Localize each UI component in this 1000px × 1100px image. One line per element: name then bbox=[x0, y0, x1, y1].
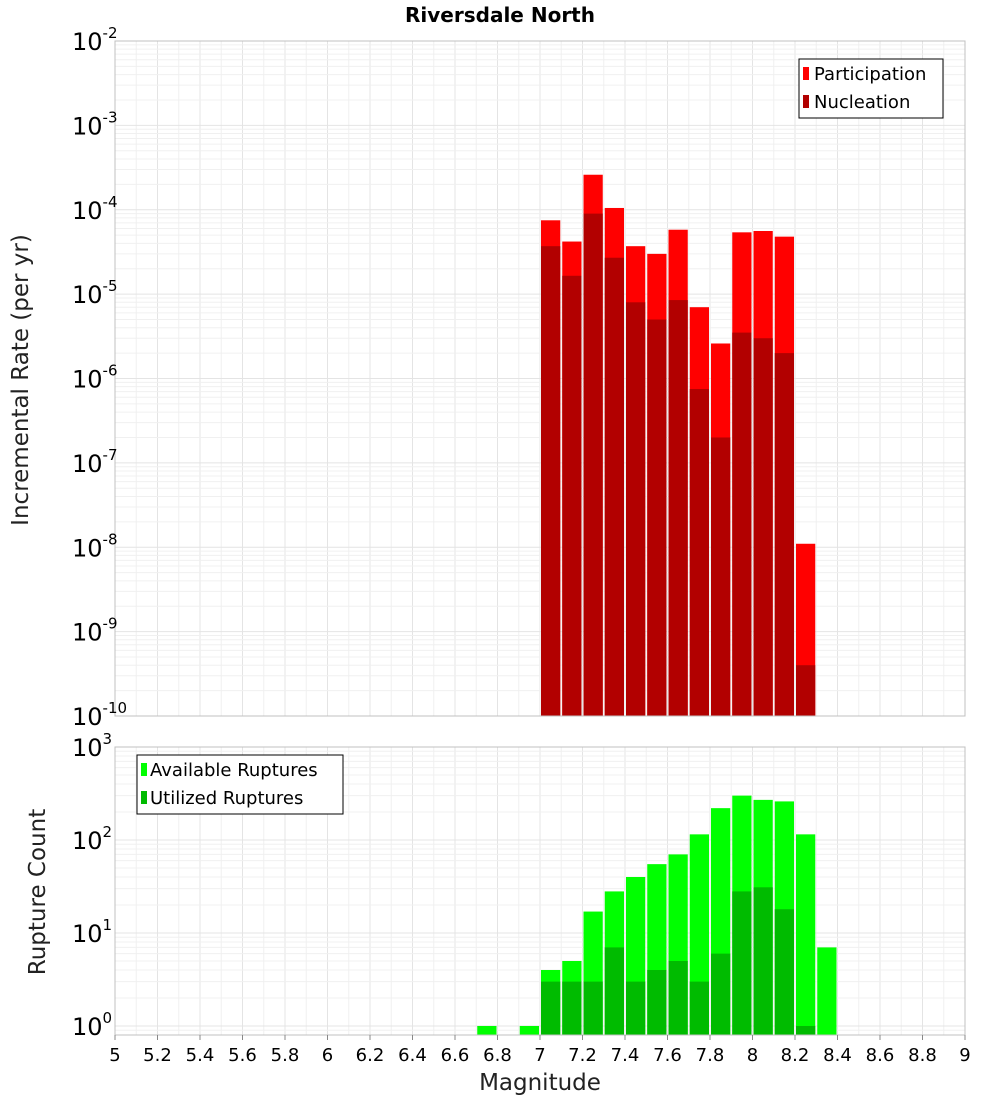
rate-bar-series2 bbox=[626, 302, 646, 716]
count-bar-series2 bbox=[753, 887, 773, 1035]
x-tick-label: 6.8 bbox=[483, 1045, 512, 1066]
rate-legend-box bbox=[798, 58, 944, 119]
utilized-legend-label: Utilized Ruptures bbox=[150, 788, 303, 809]
rate-ytick-label: 10-8 bbox=[72, 530, 118, 562]
x-tick-label: 7.4 bbox=[611, 1045, 640, 1066]
count-bar-series2 bbox=[732, 891, 752, 1035]
count-bar-series1 bbox=[817, 947, 837, 1035]
rate-bar-series2 bbox=[541, 246, 561, 716]
rate-y-axis-ticks: 10-10 10-9 10-8 10-7 10-6 10-5 10-4 10-3 10-2 bbox=[72, 24, 127, 731]
rate-ytick-label: 10-7 bbox=[72, 446, 118, 478]
x-tick-label: 8.6 bbox=[866, 1045, 895, 1066]
count-ytick-label: 100 bbox=[72, 1009, 112, 1041]
rate-bar-series2 bbox=[796, 665, 816, 716]
count-bar-series2 bbox=[689, 981, 709, 1035]
rate-plot-grid bbox=[114, 40, 966, 717]
rate-bar-series2 bbox=[647, 319, 667, 716]
count-bar-series2 bbox=[647, 969, 667, 1035]
count-bar-series2 bbox=[562, 981, 582, 1035]
x-tick-label: 8.2 bbox=[781, 1045, 810, 1066]
count-bar-series1 bbox=[477, 1025, 497, 1035]
participation-legend-label: Participation bbox=[814, 64, 926, 85]
rate-ytick-label: 10-2 bbox=[72, 24, 118, 56]
available-legend-label: Available Ruptures bbox=[150, 760, 318, 781]
x-tick-label: 5.6 bbox=[228, 1045, 257, 1066]
count-bar-series1 bbox=[796, 834, 816, 1035]
rate-bar-series2 bbox=[583, 213, 603, 717]
rate-y-axis-label: Incremental Rate (per yr) bbox=[8, 234, 34, 526]
x-tick-label: 8.4 bbox=[823, 1045, 852, 1066]
x-tick-label: 6.4 bbox=[398, 1045, 427, 1066]
count-bar-series2 bbox=[774, 909, 794, 1035]
count-bar-series2 bbox=[796, 1025, 816, 1035]
nucleation-legend-label: Nucleation bbox=[814, 92, 910, 113]
count-ytick-label: 102 bbox=[72, 823, 112, 855]
rate-bar-series2 bbox=[604, 257, 624, 716]
count-legend: Available Ruptures Utilized Ruptures bbox=[136, 754, 344, 815]
nucleation-legend-swatch bbox=[803, 95, 809, 108]
x-axis-label: Magnitude bbox=[479, 1070, 601, 1096]
x-tick-label: 7 bbox=[534, 1045, 545, 1066]
count-bar-series2 bbox=[604, 947, 624, 1035]
rate-plot-frame bbox=[114, 40, 966, 717]
count-y-axis-ticks: 100 101 102 103 bbox=[72, 730, 112, 1041]
rate-ytick-label: 10-3 bbox=[72, 108, 118, 140]
count-bar-series2 bbox=[711, 953, 731, 1035]
count-plot-panel: 100 101 102 103 Rupture Count Available Rup… bbox=[25, 730, 966, 1041]
count-plot-bars bbox=[477, 795, 837, 1035]
count-bar-series2 bbox=[583, 981, 603, 1035]
x-tick-label: 7.2 bbox=[568, 1045, 597, 1066]
x-tick-label: 5.4 bbox=[186, 1045, 215, 1066]
rate-bar-series2 bbox=[774, 353, 794, 716]
x-tick-label: 7.6 bbox=[653, 1045, 682, 1066]
count-legend-box bbox=[136, 754, 344, 815]
rate-plot-panel: 10-10 10-9 10-8 10-7 10-6 10-5 10-4 10-3 10-2 In… bbox=[8, 24, 966, 731]
x-tick-label: 9 bbox=[959, 1045, 970, 1066]
rate-bar-series2 bbox=[711, 437, 731, 716]
x-axis-ticks: 5 5.2 5.4 5.6 5.8 6 6.2 6.4 6.6 6.8 7 7.2 7.4 7.6 7.8 8… bbox=[109, 1035, 971, 1066]
x-tick-label: 6.2 bbox=[356, 1045, 385, 1066]
count-ytick-label: 103 bbox=[72, 730, 112, 762]
available-legend-swatch bbox=[141, 763, 147, 776]
chart-title: Riversdale North bbox=[405, 3, 595, 27]
x-tick-label: 8 bbox=[747, 1045, 758, 1066]
rate-legend: Participation Nucleation bbox=[798, 58, 944, 119]
x-tick-label: 7.8 bbox=[696, 1045, 725, 1066]
rate-ytick-label: 10-6 bbox=[72, 362, 118, 394]
rate-bar-series2 bbox=[562, 275, 582, 716]
rate-bar-series2 bbox=[668, 300, 688, 716]
rate-bar-series2 bbox=[689, 389, 709, 716]
x-tick-label: 6.6 bbox=[441, 1045, 470, 1066]
rate-bar-series2 bbox=[753, 338, 773, 716]
rate-ytick-label: 10-5 bbox=[72, 277, 118, 309]
rate-bar-series2 bbox=[732, 332, 752, 716]
rate-ytick-label: 10-9 bbox=[72, 615, 118, 647]
count-ytick-label: 101 bbox=[72, 916, 112, 948]
count-bar-series2 bbox=[668, 960, 688, 1035]
x-tick-label: 8.8 bbox=[908, 1045, 937, 1066]
count-bar-series2 bbox=[541, 981, 561, 1035]
x-tick-label: 5 bbox=[109, 1045, 120, 1066]
participation-legend-swatch bbox=[803, 67, 809, 80]
rate-plot-bars bbox=[541, 174, 816, 717]
rate-ytick-label: 10-4 bbox=[72, 193, 118, 225]
x-tick-label: 6 bbox=[322, 1045, 333, 1066]
x-tick-label: 5.2 bbox=[143, 1045, 172, 1066]
count-y-axis-label: Rupture Count bbox=[25, 809, 51, 975]
count-bar-series2 bbox=[626, 981, 646, 1035]
utilized-legend-swatch bbox=[141, 791, 147, 804]
count-bar-series1 bbox=[519, 1025, 539, 1035]
rate-ytick-label: 10-10 bbox=[72, 699, 127, 731]
x-tick-label: 5.8 bbox=[271, 1045, 300, 1066]
